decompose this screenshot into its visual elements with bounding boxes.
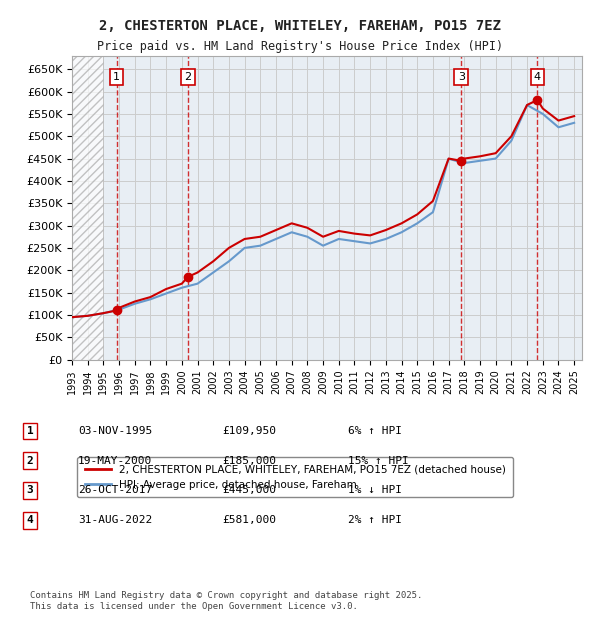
Text: 31-AUG-2022: 31-AUG-2022 xyxy=(78,515,152,525)
Text: 2: 2 xyxy=(184,72,191,82)
Text: Contains HM Land Registry data © Crown copyright and database right 2025.
This d: Contains HM Land Registry data © Crown c… xyxy=(30,591,422,611)
Text: £185,000: £185,000 xyxy=(222,456,276,466)
Text: 3: 3 xyxy=(458,72,465,82)
Bar xyxy=(72,56,103,360)
Text: 26-OCT-2017: 26-OCT-2017 xyxy=(78,485,152,495)
Text: 2: 2 xyxy=(26,456,34,466)
Text: 6% ↑ HPI: 6% ↑ HPI xyxy=(348,426,402,436)
Text: 3: 3 xyxy=(26,485,34,495)
Text: £109,950: £109,950 xyxy=(222,426,276,436)
Text: 15% ↑ HPI: 15% ↑ HPI xyxy=(348,456,409,466)
Text: 1: 1 xyxy=(26,426,34,436)
Text: 19-MAY-2000: 19-MAY-2000 xyxy=(78,456,152,466)
Text: 4: 4 xyxy=(26,515,34,525)
Legend: 2, CHESTERTON PLACE, WHITELEY, FAREHAM, PO15 7EZ (detached house), HPI: Average : 2, CHESTERTON PLACE, WHITELEY, FAREHAM, … xyxy=(77,458,513,497)
Text: 4: 4 xyxy=(534,72,541,82)
Text: £445,000: £445,000 xyxy=(222,485,276,495)
Text: Price paid vs. HM Land Registry's House Price Index (HPI): Price paid vs. HM Land Registry's House … xyxy=(97,40,503,53)
Text: 1% ↓ HPI: 1% ↓ HPI xyxy=(348,485,402,495)
Text: 2, CHESTERTON PLACE, WHITELEY, FAREHAM, PO15 7EZ: 2, CHESTERTON PLACE, WHITELEY, FAREHAM, … xyxy=(99,19,501,33)
Text: £581,000: £581,000 xyxy=(222,515,276,525)
Text: 1: 1 xyxy=(113,72,120,82)
Text: 03-NOV-1995: 03-NOV-1995 xyxy=(78,426,152,436)
Text: 2% ↑ HPI: 2% ↑ HPI xyxy=(348,515,402,525)
